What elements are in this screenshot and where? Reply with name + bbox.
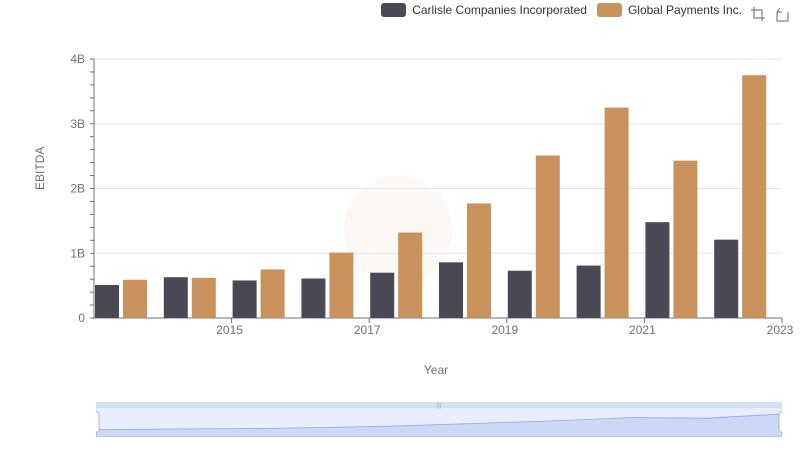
legend-swatch-carlisle — [381, 3, 407, 17]
legend-label-carlisle: Carlisle Companies Incorporated — [412, 3, 587, 17]
slider-top-bar[interactable] — [96, 402, 782, 408]
y-tick-label: 1B — [70, 246, 85, 260]
bar-global-payments-2018 — [398, 232, 423, 318]
zoom-reset-icon[interactable] — [774, 6, 790, 22]
legend-swatch-global-payments — [596, 3, 622, 17]
y-axis-label: EBITDA — [33, 146, 47, 190]
toolbox — [750, 6, 790, 22]
legend-label-global-payments: Global Payments Inc. — [627, 3, 742, 17]
zoom-icon[interactable] — [750, 6, 766, 22]
slider-grip-icon[interactable]: ||| — [437, 403, 442, 409]
x-axis-label: Year — [423, 363, 449, 377]
bar-carlisle-2020 — [507, 270, 532, 318]
legend: Carlisle Companies Incorporated Global P… — [381, 3, 742, 17]
slider-data-preview — [96, 413, 782, 437]
legend-item-global-payments[interactable]: Global Payments Inc. — [596, 3, 742, 17]
y-tick-label: 3B — [70, 117, 85, 131]
y-tick-label: 2B — [70, 182, 85, 196]
bar-global-payments-2016 — [260, 269, 285, 318]
data-zoom-slider[interactable]: ||| — [96, 402, 782, 437]
bar-global-payments-2020 — [535, 155, 560, 318]
slider-handle-left[interactable] — [96, 411, 100, 433]
bar-global-payments-2023 — [742, 75, 767, 318]
slider-handle-right[interactable] — [778, 411, 782, 433]
bar-carlisle-2017 — [301, 278, 326, 318]
bar-global-payments-2015 — [191, 277, 216, 318]
bar-carlisle-2021 — [576, 265, 601, 318]
bar-carlisle-2016 — [232, 280, 257, 318]
y-tick-label: 0 — [78, 311, 85, 325]
bar-carlisle-2022 — [645, 222, 670, 318]
x-tick-label: 2015 — [216, 323, 243, 337]
x-tick-label: 2021 — [629, 323, 656, 337]
bar-global-payments-2014 — [123, 279, 147, 318]
watermark-logo — [344, 176, 452, 284]
bar-carlisle-2019 — [439, 262, 463, 318]
bar-carlisle-2023 — [714, 239, 739, 318]
x-tick-label: 2023 — [767, 323, 794, 337]
legend-item-carlisle[interactable]: Carlisle Companies Incorporated — [381, 3, 587, 17]
y-tick-label: 4B — [70, 52, 85, 66]
bar-global-payments-2019 — [467, 203, 491, 318]
bar-carlisle-2015 — [163, 277, 188, 318]
bar-carlisle-2014 — [95, 284, 119, 318]
x-tick-label: 2017 — [354, 323, 381, 337]
x-tick-label: 2019 — [491, 323, 518, 337]
bar-global-payments-2021 — [604, 107, 629, 318]
bar-global-payments-2017 — [329, 252, 354, 318]
bar-carlisle-2018 — [370, 272, 395, 318]
bar-global-payments-2022 — [673, 160, 698, 318]
